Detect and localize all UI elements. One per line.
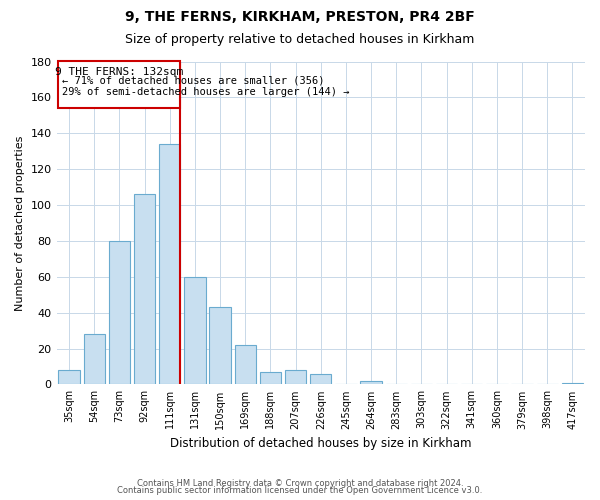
Text: ← 71% of detached houses are smaller (356): ← 71% of detached houses are smaller (35…: [62, 76, 324, 86]
Bar: [310, 374, 331, 384]
Text: Size of property relative to detached houses in Kirkham: Size of property relative to detached ho…: [125, 32, 475, 46]
Bar: [235, 345, 256, 385]
Bar: [109, 241, 130, 384]
Bar: [184, 277, 206, 384]
Text: Contains HM Land Registry data © Crown copyright and database right 2024.: Contains HM Land Registry data © Crown c…: [137, 478, 463, 488]
Bar: [58, 62, 181, 108]
Text: Contains public sector information licensed under the Open Government Licence v3: Contains public sector information licen…: [118, 486, 482, 495]
Y-axis label: Number of detached properties: Number of detached properties: [15, 136, 25, 310]
Bar: [562, 382, 583, 384]
Bar: [285, 370, 307, 384]
Bar: [159, 144, 181, 384]
Bar: [134, 194, 155, 384]
Bar: [83, 334, 105, 384]
Bar: [361, 381, 382, 384]
Bar: [209, 308, 231, 384]
Bar: [58, 370, 80, 384]
Bar: [260, 372, 281, 384]
Text: 29% of semi-detached houses are larger (144) →: 29% of semi-detached houses are larger (…: [62, 86, 349, 97]
X-axis label: Distribution of detached houses by size in Kirkham: Distribution of detached houses by size …: [170, 437, 472, 450]
Text: 9, THE FERNS, KIRKHAM, PRESTON, PR4 2BF: 9, THE FERNS, KIRKHAM, PRESTON, PR4 2BF: [125, 10, 475, 24]
Text: 9 THE FERNS: 132sqm: 9 THE FERNS: 132sqm: [55, 67, 183, 77]
